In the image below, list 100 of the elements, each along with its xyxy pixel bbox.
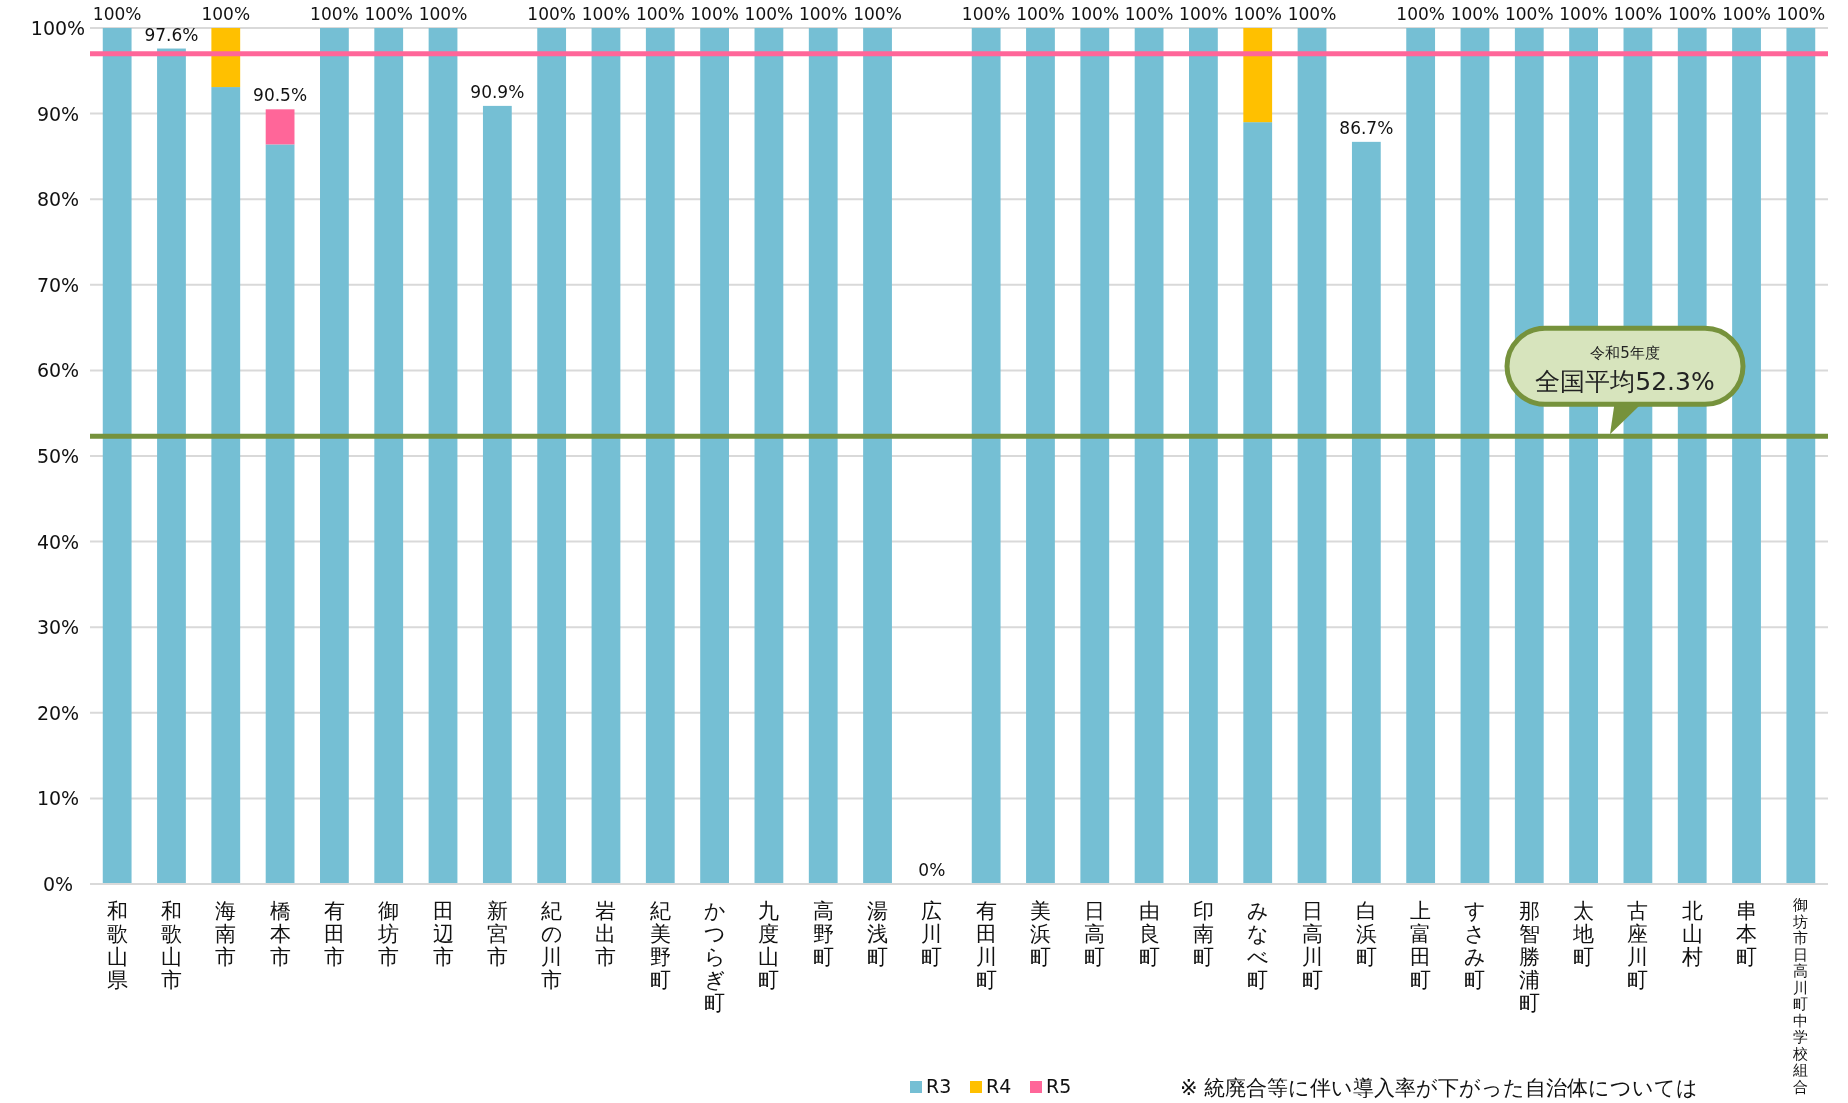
bar	[1243, 122, 1273, 884]
x-tick-label: 九度山町	[758, 899, 780, 992]
bar	[428, 28, 458, 884]
x-tick-label: かつらぎ町	[703, 899, 726, 1015]
text: ※ 統廃合等に伴い導入率が下がった自治体については	[1180, 1076, 1699, 1100]
bar	[863, 28, 892, 884]
total-label: 100%	[690, 4, 739, 24]
total-label: 100%	[581, 4, 631, 24]
total-label: 100%	[364, 4, 414, 24]
bar	[1786, 28, 1816, 884]
bar	[102, 28, 132, 884]
y-tick-label: 50%	[36, 445, 80, 467]
total-label: 0%	[918, 860, 946, 880]
total-label: 100%	[635, 4, 685, 24]
x-tick-label: 橋本市	[269, 899, 291, 969]
y-tick-label: 90%	[36, 102, 80, 125]
total-label: 100%	[92, 4, 142, 24]
y-tick-label: 0%	[42, 873, 74, 895]
total-label: 100%	[1124, 4, 1174, 24]
x-tick-label: 串本町	[1736, 899, 1758, 969]
x-tick-label: 岩出市	[595, 899, 617, 969]
total-label: 100%	[1287, 4, 1337, 24]
y-tick-label: 20%	[36, 701, 80, 724]
category-label: 御坊市日高川町中学校組合	[1793, 896, 1809, 1096]
total-label: 100%	[744, 4, 794, 24]
x-tick-label: 和歌山県	[106, 899, 128, 992]
y-tick-label: 10%	[36, 787, 80, 810]
x-tick-label: 和歌山市	[160, 899, 182, 992]
bar	[1243, 28, 1273, 123]
x-tick-label: 那智勝浦町	[1518, 899, 1540, 1015]
x-tick-label: 太地町	[1572, 899, 1595, 969]
total-label: 100%	[1776, 4, 1826, 24]
bar	[1732, 28, 1761, 884]
x-tick-label: 上富田町	[1410, 899, 1432, 992]
bar	[1134, 28, 1164, 884]
total-label: 90.9%	[470, 81, 525, 102]
bar	[211, 87, 241, 884]
y-tick-label: 100%	[30, 17, 86, 39]
x-tick-label: 北山村	[1680, 899, 1703, 969]
x-tick-label: 日高町	[1084, 899, 1106, 969]
total-label: 100%	[798, 4, 848, 24]
total-label: 100%	[1396, 4, 1445, 24]
y-tick-label: 30%	[36, 616, 80, 639]
x-tick-label: すさみ町	[1463, 899, 1486, 992]
total-label: 100%	[1613, 4, 1663, 24]
total-label: 100%	[527, 4, 576, 24]
total-label: 86.7%	[1339, 117, 1394, 138]
total-label: 100%	[1559, 4, 1608, 24]
total-label: 100%	[1450, 4, 1500, 24]
x-tick-label: 紀美野町	[649, 899, 671, 992]
bar	[320, 28, 349, 884]
legend-label: R5	[1046, 1075, 1072, 1097]
x-tick-label: 高野町	[812, 899, 834, 969]
bar	[157, 48, 186, 884]
x-tick-label: 古座川町	[1627, 899, 1649, 992]
total-label: 100%	[1722, 4, 1771, 24]
x-tick-label: 紀の川市	[540, 899, 563, 992]
x-tick-label: 有田川町	[975, 899, 997, 992]
total-label: 100%	[853, 4, 902, 24]
total-label: 100%	[1233, 4, 1283, 24]
bar	[700, 28, 729, 884]
bar	[1460, 28, 1490, 884]
total-label: 90.5%	[253, 85, 308, 106]
x-tick-label: みなべ町	[1246, 899, 1269, 992]
legend-label: R4	[986, 1075, 1012, 1097]
bar	[211, 28, 241, 88]
bar	[971, 28, 1001, 884]
total-label: 97.6%	[144, 24, 199, 45]
total-label: 100%	[1504, 4, 1554, 24]
total-label: 100%	[961, 4, 1011, 24]
y-tick-label: 60%	[36, 359, 80, 382]
x-tick-label: 印南町	[1192, 899, 1214, 969]
x-tick-label: 由良町	[1138, 899, 1160, 969]
y-tick-label: 40%	[36, 530, 80, 553]
total-label: 100%	[1016, 4, 1065, 24]
total-label: 100%	[201, 4, 251, 24]
bar	[754, 28, 784, 884]
bar	[1297, 28, 1327, 884]
ref-line-label: 令和5年度全国平均52.3%	[1535, 344, 1715, 397]
bar	[1026, 28, 1055, 884]
x-tick-label: 海南市	[215, 899, 237, 969]
total-label: 100%	[418, 4, 468, 24]
bar	[591, 28, 621, 884]
bar	[1406, 28, 1436, 884]
bar	[374, 28, 404, 884]
x-tick-label: 新宮市	[486, 899, 508, 969]
y-tick-label: 80%	[36, 188, 80, 211]
bar	[1080, 28, 1110, 884]
bar	[482, 105, 512, 884]
bar	[808, 28, 838, 884]
legend-label: R3	[926, 1075, 952, 1097]
total-label: 100%	[310, 4, 359, 24]
x-tick-label: 白浜町	[1355, 899, 1377, 969]
x-tick-label: 美浜町	[1029, 899, 1051, 969]
x-tick-label: 田辺市	[432, 899, 454, 969]
bar	[1189, 28, 1218, 884]
x-tick-label: 湯浅町	[867, 899, 889, 969]
x-tick-label: 有田市	[323, 899, 345, 969]
x-tick-label: 御坊市	[377, 899, 400, 969]
bar	[645, 28, 675, 884]
